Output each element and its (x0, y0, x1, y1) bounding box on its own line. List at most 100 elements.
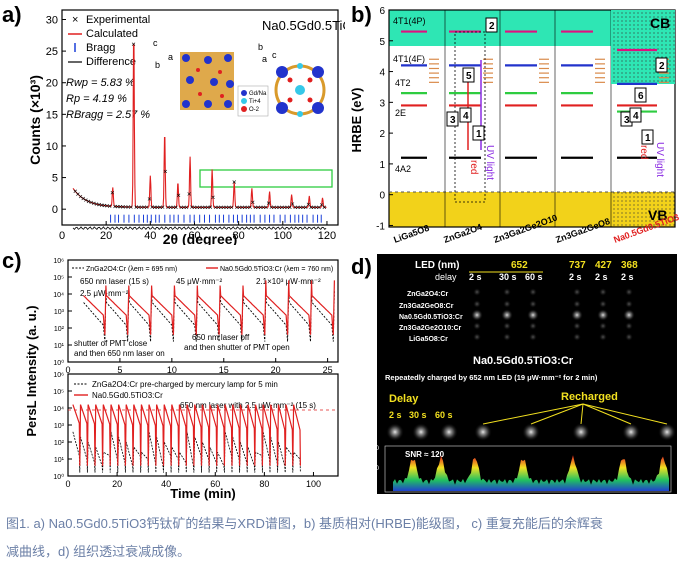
experimental-point (251, 200, 255, 205)
experimental-point (213, 205, 218, 210)
svg-text:O-2: O-2 (249, 107, 260, 113)
svg-text:a: a (168, 52, 173, 62)
experimental-point (139, 205, 144, 209)
ytick-label: 1 (379, 160, 385, 171)
process-numbers: 2 3 4 5 1 2 3 4 6 1 (446, 17, 668, 145)
svg-text:2: 2 (489, 21, 495, 32)
svg-text:652: 652 (511, 260, 528, 271)
experimental-point (153, 205, 157, 209)
xtick-label: 100 (306, 479, 321, 489)
svg-text:×: × (72, 14, 78, 26)
svg-text:red: red (468, 160, 479, 174)
svg-text:427: 427 (595, 260, 612, 271)
caption-line-1: 图1. a) Na0.5Gd0.5TiO3钙钛矿的结果与XRD谱图，b) 基质相… (6, 516, 603, 531)
experimental-point (107, 204, 112, 208)
svg-text:and then 650 nm laser on: and then 650 nm laser on (74, 349, 165, 358)
svg-text:Zn3Ga2GeO8:Cr: Zn3Ga2GeO8:Cr (399, 303, 454, 310)
state-labels: 4T1(4P) 4T1(4F) 4T2 2E 4A2 (393, 16, 426, 174)
glow-spot (571, 309, 583, 321)
glow-spot (503, 322, 511, 330)
ytick-label: 15 (46, 109, 58, 121)
experimental-point (92, 201, 96, 206)
crystal-structure-image: Gd/Na Ti+4 O-2 c a b b c a (153, 38, 326, 117)
experimental-point (322, 205, 327, 209)
svg-text:Rp = 4.19 %: Rp = 4.19 % (66, 93, 127, 105)
cb-label: CB (650, 15, 670, 31)
svg-text:Na0.5Gd0.5TiO3:Cr: Na0.5Gd0.5TiO3:Cr (92, 391, 163, 400)
panel-a-stats: Rwp = 5.83 % Rp = 4.19 % RBragg = 2.57 % (66, 77, 150, 121)
experimental-point (174, 205, 178, 209)
experimental-point (187, 192, 191, 196)
experimental-point (179, 205, 183, 210)
xtick-label: 60 (210, 479, 220, 489)
experimental-point (134, 205, 138, 209)
ytick-label: 25 (46, 46, 58, 58)
ytick-label: 5 (379, 37, 385, 48)
experimental-point (227, 205, 231, 210)
xtick-label: 0 (65, 479, 70, 489)
experimental-point (192, 205, 197, 210)
glow-spot (573, 333, 581, 341)
panel-c: c) 10⁰ 10¹ 10² 10³ 10⁴ 10⁵ 10⁶ 0 5 10 15 20 25 ZnGa… (2, 248, 339, 501)
glow-spot (572, 423, 590, 441)
glow-spot (573, 288, 581, 296)
experimental-point (261, 205, 266, 210)
panel-c-xlabel: Time (min) (170, 486, 236, 501)
svg-text:delay: delay (435, 272, 457, 282)
ytick-label: -1 (376, 221, 385, 232)
experimental-point (229, 205, 234, 210)
experimental-point (184, 205, 189, 210)
ytick-label: 10⁰ (53, 359, 64, 367)
svg-text:5: 5 (466, 71, 472, 82)
panel-b-label: b) (351, 2, 372, 27)
xtick-label: 40 (144, 230, 156, 242)
experimental-point (147, 197, 152, 201)
experimental-point (317, 205, 321, 210)
experimental-point (168, 205, 173, 209)
ytick-label: 2 (379, 129, 385, 140)
svg-text:Na0.5Gd0.5TiO3:Cr (λem = 760 n: Na0.5Gd0.5TiO3:Cr (λem = 760 nm) (220, 266, 333, 273)
svg-text:60 s: 60 s (525, 272, 543, 282)
glow-spot (473, 333, 481, 341)
svg-text:Gd/Na: Gd/Na (249, 91, 267, 97)
experimental-point (221, 205, 226, 210)
svg-text:Delay: Delay (389, 393, 419, 405)
glow-spot (597, 309, 609, 321)
experimental-point (245, 205, 250, 210)
experimental-point (274, 205, 279, 210)
glow-spot (527, 309, 539, 321)
ytick-label: 10¹ (54, 343, 65, 350)
svg-text:a: a (262, 54, 267, 64)
experimental-point (115, 204, 120, 209)
svg-text:2 s: 2 s (569, 272, 582, 282)
glow-spot (625, 300, 633, 308)
experimental-point (256, 205, 260, 210)
glow-spot (474, 423, 492, 441)
glow-spot (529, 288, 537, 296)
experimental-point (219, 205, 223, 210)
ytick-label: 10⁵ (53, 389, 64, 396)
experimental-point (216, 205, 221, 210)
experimental-point (206, 205, 210, 210)
xtick-label: 40 (161, 479, 171, 489)
glow-spot (573, 300, 581, 308)
svg-text:737: 737 (569, 260, 586, 271)
xtick-label: 120 (318, 230, 336, 242)
experimental-point (110, 191, 115, 195)
experimental-point (282, 205, 287, 210)
experimental-point (203, 205, 207, 210)
xtick-label: 25 (323, 365, 333, 375)
svg-text:LED (nm): LED (nm) (415, 260, 459, 271)
svg-text:UV light: UV light (654, 142, 665, 177)
glow-spot (503, 300, 511, 308)
glow-spot (471, 309, 483, 321)
glow-spot (623, 309, 635, 321)
xtick-label: 0 (65, 365, 70, 375)
energy-levels (401, 30, 669, 159)
xtick-label: 80 (259, 479, 269, 489)
panel-d-label: d) (351, 254, 372, 279)
experimental-point (235, 205, 239, 210)
svg-text:Recharged: Recharged (561, 391, 618, 403)
experimental-point (129, 205, 133, 209)
glow-spot (529, 300, 537, 308)
